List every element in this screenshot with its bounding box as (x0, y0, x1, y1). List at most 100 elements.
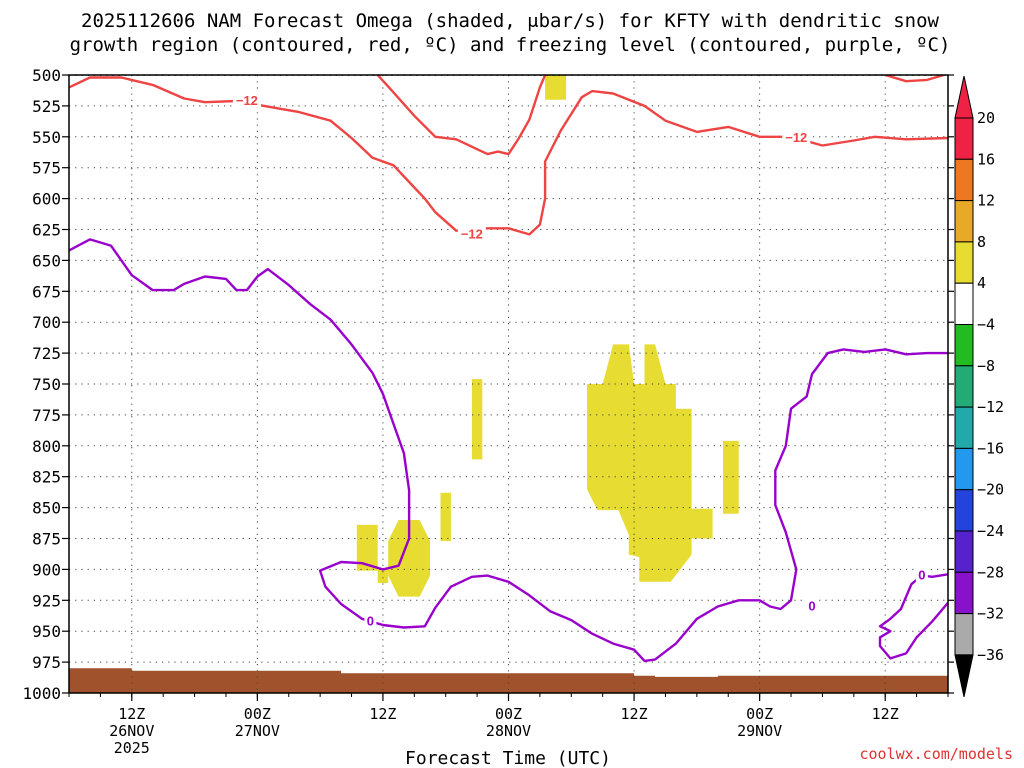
colorbar-label: −16 (977, 439, 1004, 457)
colorbar-segment (954, 117, 974, 160)
x-tick-label: 00Z (244, 705, 271, 723)
x-tick-date: 29NOV (737, 722, 782, 740)
contour-labels: −12 −12 −12 0 0 0 (232, 92, 928, 628)
freezing-contour-line (878, 573, 948, 660)
x-tick-year: 2025 (114, 739, 150, 757)
colorbar-label: −20 (977, 481, 1004, 499)
y-tick-label: 900 (32, 560, 61, 579)
freezing-contour-line (69, 238, 948, 663)
colorbar: 20 16 12 8 4 −4 −8 −12 −16 −20 −24 −28 −32 −36 (954, 75, 1004, 698)
colorbar-segment (954, 571, 974, 615)
dgz-contours (69, 75, 948, 236)
colorbar-label: 4 (977, 274, 986, 292)
colorbar-segment (954, 365, 974, 408)
y-tick-label: 975 (32, 653, 61, 672)
contour-label: −12 (236, 93, 258, 108)
dgz-contour-line (376, 75, 547, 156)
y-tick-label: 600 (32, 190, 61, 209)
contour-label-bg (364, 613, 377, 628)
colorbar-label: 8 (977, 233, 986, 251)
omega-shaded-area (545, 75, 567, 100)
y-tick-label: 750 (32, 375, 61, 394)
x-tick-label: 12Z (872, 705, 899, 723)
y-tick-label: 850 (32, 499, 61, 518)
y-tick-label: 950 (32, 622, 61, 641)
x-tick-label: 00Z (495, 705, 522, 723)
y-tick-label: 1000 (22, 684, 61, 703)
colorbar-label: −24 (977, 522, 1004, 540)
dgz-contour-line (884, 75, 948, 83)
y-tick-label: 800 (32, 437, 61, 456)
omega-shaded-area (723, 440, 739, 514)
chart-title-line1: 2025112606 NAM Forecast Omega (shaded, μ… (81, 10, 939, 32)
contour-label-bg (232, 92, 261, 107)
chart-title-line2: growth region (contoured, red, ºC) and f… (70, 34, 951, 56)
y-tick-label: 675 (32, 282, 61, 301)
x-tick-date: 27NOV (235, 722, 280, 740)
omega-shaded-area (471, 379, 483, 460)
colorbar-label: −36 (977, 646, 1004, 664)
x-tick-label: 00Z (746, 705, 773, 723)
omega-shaded-area (356, 524, 378, 571)
y-tick-label: 575 (32, 159, 61, 178)
ground-terrain (69, 668, 948, 693)
contour-label: −12 (461, 226, 483, 241)
contour-label: 0 (808, 598, 815, 613)
omega-shading (356, 75, 739, 597)
contour-label: −12 (785, 130, 807, 145)
y-tick-label: 625 (32, 221, 61, 240)
colorbar-segment (954, 406, 974, 449)
x-axis-label: Forecast Time (UTC) (405, 748, 611, 768)
x-tick-label: 12Z (118, 705, 145, 723)
colorbar-label: −12 (977, 398, 1004, 416)
y-axis: 500 525 550 575 600 625 650 675 700 725 750 775 800 8… (22, 66, 954, 703)
contour-label: 0 (367, 613, 374, 628)
colorbar-bottom-arrow (954, 654, 974, 698)
y-tick-label: 700 (32, 313, 61, 332)
colorbar-label: −32 (977, 605, 1004, 623)
colorbar-segment (954, 489, 974, 532)
colorbar-segment (954, 530, 974, 573)
omega-shaded-area (440, 492, 451, 541)
colorbar-label: 20 (977, 109, 995, 127)
colorbar-segment (954, 282, 974, 326)
y-tick-label: 725 (32, 344, 61, 363)
colorbar-top-arrow (954, 75, 974, 119)
colorbar-segment (954, 447, 974, 491)
colorbar-segment (954, 200, 974, 243)
freezing-contours (69, 238, 948, 663)
y-tick-label: 650 (32, 251, 61, 270)
omega-shaded-area (388, 520, 430, 597)
colorbar-segment (954, 613, 974, 656)
x-tick-date: 26NOV (109, 722, 154, 740)
colorbar-label: −4 (977, 316, 995, 334)
y-tick-label: 500 (32, 66, 61, 85)
x-tick-label: 12Z (621, 705, 648, 723)
colorbar-label: 12 (977, 192, 995, 210)
contour-label-bg (915, 567, 928, 582)
colorbar-label: −8 (977, 357, 995, 375)
credit-link[interactable]: coolwx.com/models (859, 745, 1013, 763)
x-tick-date: 28NOV (486, 722, 531, 740)
contour-label-bg (805, 598, 818, 613)
contour-label-bg (782, 130, 811, 145)
contour-label: 0 (918, 568, 925, 583)
y-tick-label: 775 (32, 406, 61, 425)
omega-shaded-area (587, 344, 713, 582)
y-tick-label: 825 (32, 468, 61, 487)
y-tick-label: 550 (32, 128, 61, 147)
y-tick-label: 875 (32, 530, 61, 549)
x-tick-label: 12Z (369, 705, 396, 723)
colorbar-segment (954, 158, 974, 202)
colorbar-label: −28 (977, 563, 1004, 581)
colorbar-segment (954, 241, 974, 284)
ground-fill (69, 668, 948, 693)
colorbar-segment (954, 324, 974, 367)
y-tick-label: 525 (32, 97, 61, 116)
y-tick-label: 925 (32, 591, 61, 610)
contour-label-bg (457, 226, 486, 241)
omega-shaded-area (377, 569, 389, 583)
colorbar-label: 16 (977, 150, 995, 168)
